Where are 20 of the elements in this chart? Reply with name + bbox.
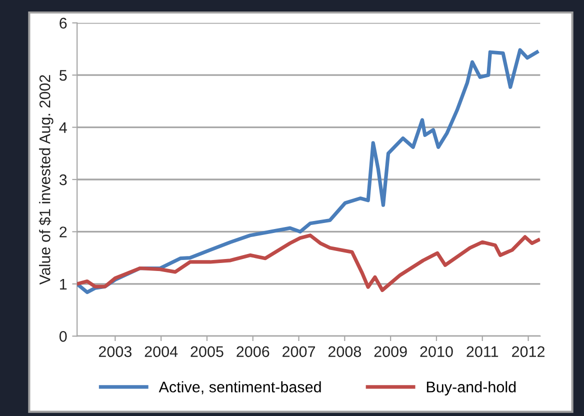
y-axis-title: Value of $1 invested Aug. 2002 xyxy=(38,75,54,285)
x-tick-label: 2011 xyxy=(466,346,498,358)
y-tick-label: 4 xyxy=(59,122,67,133)
legend-label: Buy-and-hold xyxy=(426,381,516,396)
y-tick-label: 5 xyxy=(59,70,67,81)
y-tick-label: 3 xyxy=(59,174,67,186)
y-tick-label: 6 xyxy=(60,18,67,29)
x-tick-label: 2012 xyxy=(512,346,544,358)
y-tick-label: 2 xyxy=(60,226,67,238)
y-tick-label: 1 xyxy=(60,278,67,290)
x-tick-label: 2005 xyxy=(190,346,224,358)
x-tick-label: 2008 xyxy=(328,346,362,358)
x-tick-label: 2009 xyxy=(374,346,407,358)
x-tick-label: 2006 xyxy=(236,346,270,358)
legend-label: Active, sentiment-based xyxy=(158,381,321,394)
x-tick-label: 2007 xyxy=(282,346,316,358)
x-tick-label: 2003 xyxy=(98,346,132,358)
x-tick-label: 2010 xyxy=(420,346,453,358)
y-tick-label: 0 xyxy=(59,330,67,342)
x-tick-label: 2004 xyxy=(144,346,178,358)
